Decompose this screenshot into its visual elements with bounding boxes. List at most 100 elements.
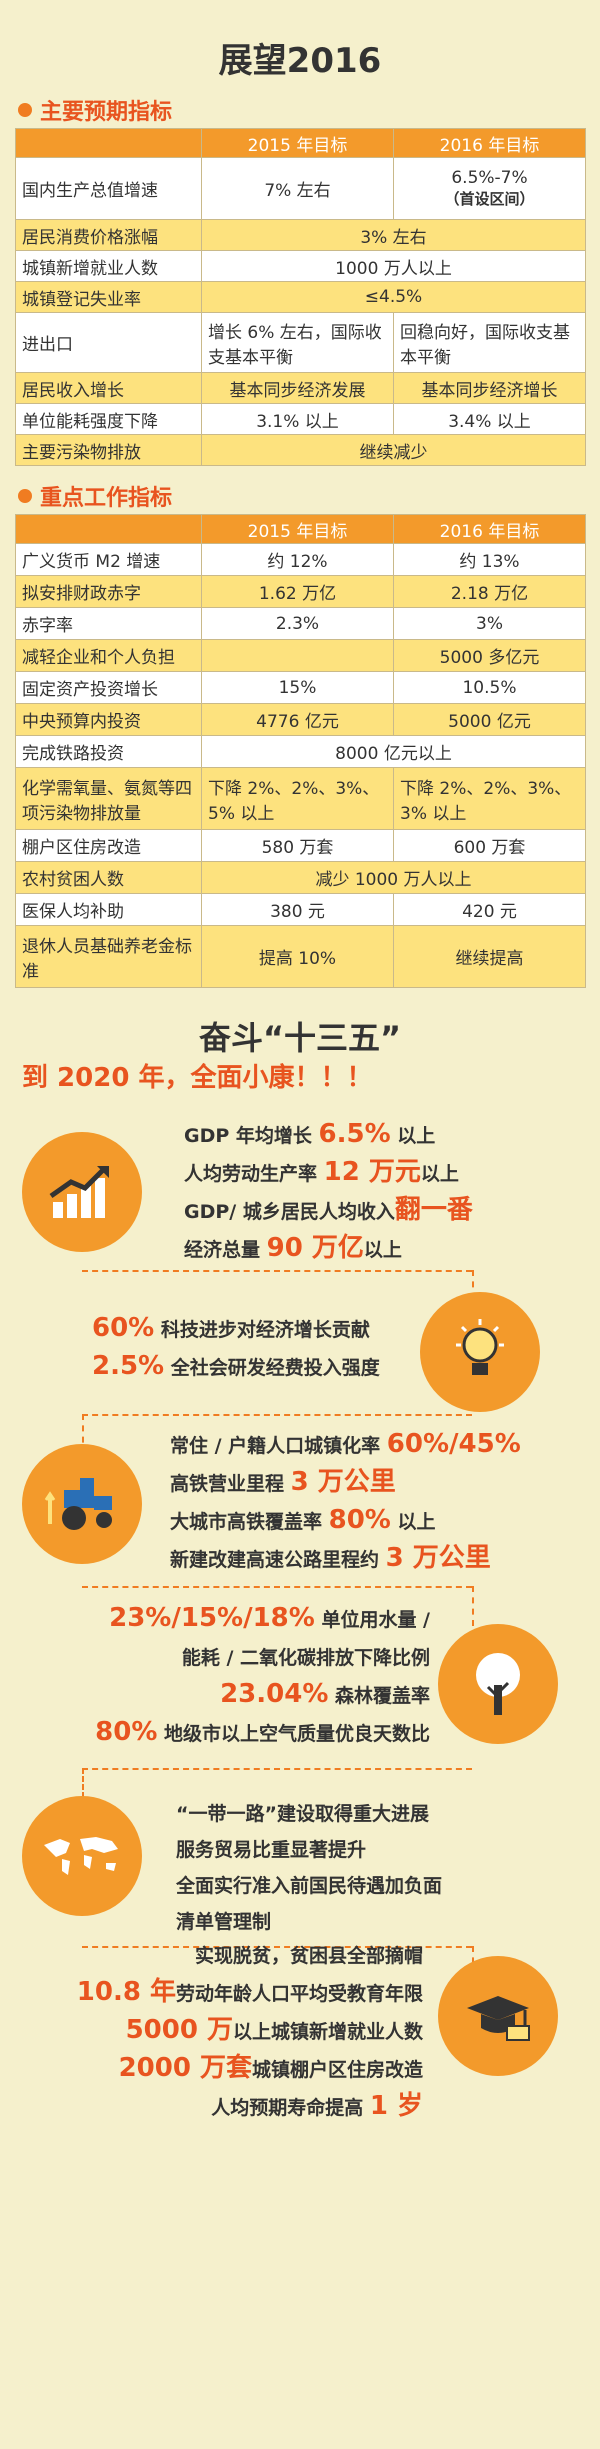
value-merged: 8000 亿元以上 xyxy=(201,735,586,768)
tractor-icon xyxy=(22,1444,142,1564)
plan-line: 经济总量 90 万亿以上 xyxy=(184,1233,402,1263)
plan-line: GDP 年均增长 6.5% 以上 xyxy=(184,1119,436,1149)
value-2016: 约 13% xyxy=(393,543,586,576)
plan-line: 实现脱贫，贫困县全部摘帽 xyxy=(194,1945,423,1967)
value-merged: 减少 1000 万人以上 xyxy=(201,861,586,894)
table-row: 完成铁路投资 8000 亿元以上 xyxy=(15,735,586,768)
value-2015: 7% 左右 xyxy=(201,157,394,220)
plan-block-1: GDP 年均增长 6.5% 以上 人均劳动生产率 12 万元以上 GDP/ 城乡… xyxy=(184,1116,473,1268)
value-2016: 5000 多亿元 xyxy=(393,639,586,672)
section-heading-main-targets: 主要预期指标 xyxy=(18,96,600,125)
value-2015 xyxy=(201,639,394,672)
bullet-dot-icon xyxy=(18,103,32,117)
row-label: 居民收入增长 xyxy=(15,372,202,404)
table-row: 居民收入增长 基本同步经济发展 基本同步经济增长 xyxy=(15,372,586,404)
plan-title: 奋斗“十三五” xyxy=(198,1019,402,1057)
table-row: 棚户区住房改造 580 万套 600 万套 xyxy=(15,829,586,862)
value-merged: 3% 左右 xyxy=(201,219,586,251)
value-2015: 580 万套 xyxy=(201,829,394,862)
row-label: 医保人均补助 xyxy=(15,893,202,926)
table-row: 广义货币 M2 增速 约 12% 约 13% xyxy=(15,543,586,576)
row-label: 居民消费价格涨幅 xyxy=(15,219,202,251)
table-row: 农村贫困人数 减少 1000 万人以上 xyxy=(15,861,586,894)
table-row: 居民消费价格涨幅 3% 左右 xyxy=(15,219,586,251)
value-2015: 提高 10% xyxy=(201,925,394,988)
bullet-dot-icon xyxy=(18,489,32,503)
main-targets-table: 2015 年目标 2016 年目标 国内生产总值增速 7% 左右 6.5%-7%… xyxy=(15,128,586,466)
value-2016: 10.5% xyxy=(393,671,586,704)
row-label: 棚户区住房改造 xyxy=(15,829,202,862)
value-2015: 约 12% xyxy=(201,543,394,576)
value-2015: 1.62 万亿 xyxy=(201,575,394,608)
graduation-cap-icon xyxy=(438,1956,558,2076)
plan-block-6: 实现脱贫，贫困县全部摘帽 10.8 年劳动年龄人口平均受教育年限 5000 万以… xyxy=(18,1938,423,2126)
table-row: 国内生产总值增速 7% 左右 6.5%-7% （首设区间） xyxy=(15,157,586,220)
value-2015: 380 元 xyxy=(201,893,394,926)
table-row: 城镇新增就业人数 1000 万人以上 xyxy=(15,250,586,282)
col-header-2015: 2015 年目标 xyxy=(201,514,394,544)
row-label: 中央预算内投资 xyxy=(15,703,202,736)
table-row: 拟安排财政赤字 1.62 万亿 2.18 万亿 xyxy=(15,575,586,608)
table-row: 城镇登记失业率 ≤4.5% xyxy=(15,281,586,313)
plan-line: 人均预期寿命提高 1 岁 xyxy=(211,2091,423,2121)
value-2016: 6.5%-7% xyxy=(451,168,528,188)
plan-line: 2.5% 全社会研发经费投入强度 xyxy=(92,1351,380,1381)
plan-line: “一带一路”建设取得重大进展 xyxy=(176,1803,429,1825)
row-label: 广义货币 M2 增速 xyxy=(15,543,202,576)
row-label: 退休人员基础养老金标准 xyxy=(15,925,202,988)
plan-line: 新建改建高速公路里程约 3 万公里 xyxy=(170,1543,491,1573)
value-2016: 2.18 万亿 xyxy=(393,575,586,608)
value-2016: 3.4% 以上 xyxy=(393,403,586,435)
table-row: 医保人均补助 380 元 420 元 xyxy=(15,893,586,926)
plan-block-5: “一带一路”建设取得重大进展 服务贸易比重显著提升 全面实行准入前国民待遇加负面… xyxy=(176,1796,442,1940)
col-header-2016: 2016 年目标 xyxy=(393,514,586,544)
value-2015: 4776 亿元 xyxy=(201,703,394,736)
divider xyxy=(82,1414,84,1454)
value-2016-note: （首设区间） xyxy=(444,190,535,208)
table-header-row: 2015 年目标 2016 年目标 xyxy=(15,514,586,544)
row-label: 完成铁路投资 xyxy=(15,735,202,768)
divider xyxy=(82,1946,472,1948)
row-label: 单位能耗强度下降 xyxy=(15,403,202,435)
plan-block-2: 60% 科技进步对经济增长贡献 2.5% 全社会研发经费投入强度 xyxy=(92,1310,380,1386)
table-row: 固定资产投资增长 15% 10.5% xyxy=(15,671,586,704)
divider xyxy=(82,1768,84,1798)
value-2016: 继续提高 xyxy=(393,925,586,988)
col-header-2015: 2015 年目标 xyxy=(201,128,394,158)
plan-line: 80% 地级市以上空气质量优良天数比 xyxy=(95,1717,430,1747)
table-row: 进出口 增长 6% 左右，国际收支基本平衡 回稳向好，国际收支基本平衡 xyxy=(15,312,586,373)
table-row: 主要污染物排放 继续减少 xyxy=(15,434,586,466)
value-2015: 下降 2%、2%、3%、5% 以上 xyxy=(201,767,394,830)
value-merged: ≤4.5% xyxy=(201,281,586,313)
value-2016: 回稳向好，国际收支基本平衡 xyxy=(393,312,586,373)
row-label: 主要污染物排放 xyxy=(15,434,202,466)
divider xyxy=(82,1768,472,1770)
plan-line: 人均劳动生产率 12 万元以上 xyxy=(184,1157,459,1187)
growth-chart-icon xyxy=(22,1132,142,1252)
table-row: 退休人员基础养老金标准 提高 10% 继续提高 xyxy=(15,925,586,988)
divider xyxy=(472,1270,474,1310)
row-label: 城镇登记失业率 xyxy=(15,281,202,313)
value-2016: 下降 2%、2%、3%、3% 以上 xyxy=(393,767,586,830)
divider xyxy=(82,1414,472,1416)
table-row: 中央预算内投资 4776 亿元 5000 亿元 xyxy=(15,703,586,736)
plan-line: 服务贸易比重显著提升 xyxy=(176,1839,367,1861)
plan-line: GDP/ 城乡居民人均收入翻一番 xyxy=(184,1195,473,1225)
section-heading-label: 重点工作指标 xyxy=(40,486,173,511)
divider xyxy=(472,1586,474,1626)
table-row: 减轻企业和个人负担 5000 多亿元 xyxy=(15,639,586,672)
value-2015: 基本同步经济发展 xyxy=(201,372,394,404)
plan-block-3: 常住 / 户籍人口城镇化率 60%/45% 高铁营业里程 3 万公里 大城市高铁… xyxy=(170,1426,521,1578)
value-2015: 3.1% 以上 xyxy=(201,403,394,435)
table-row: 赤字率 2.3% 3% xyxy=(15,607,586,640)
row-label: 拟安排财政赤字 xyxy=(15,575,202,608)
page-title: 展望2016 xyxy=(218,41,382,81)
row-label: 固定资产投资增长 xyxy=(15,671,202,704)
value-2015: 2.3% xyxy=(201,607,394,640)
lightbulb-icon xyxy=(420,1292,540,1412)
plan-line: 5000 万以上城镇新增就业人数 xyxy=(125,2015,423,2045)
plan-line: 2000 万套城镇棚户区住房改造 xyxy=(118,2053,423,2083)
value-2016: 420 元 xyxy=(393,893,586,926)
row-label: 进出口 xyxy=(15,312,202,373)
row-label: 城镇新增就业人数 xyxy=(15,250,202,282)
